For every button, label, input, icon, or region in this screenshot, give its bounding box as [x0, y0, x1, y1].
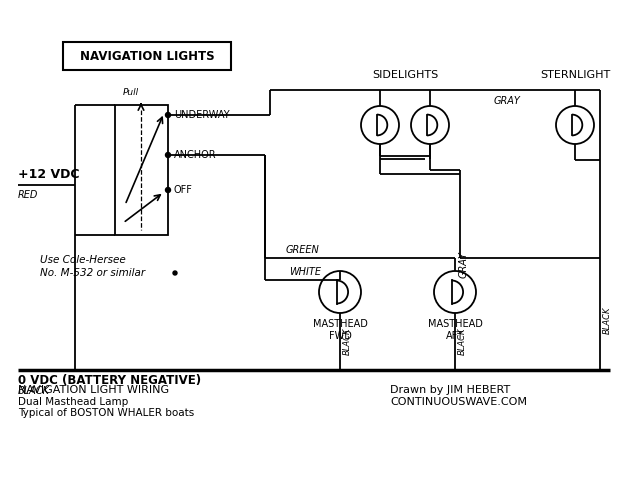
Text: MASTHEAD
AFT: MASTHEAD AFT — [428, 319, 483, 341]
Text: No. M-532 or similar: No. M-532 or similar — [40, 268, 145, 278]
Text: UNDERWAY: UNDERWAY — [174, 110, 230, 120]
Bar — [63, 42, 231, 70]
Text: GREEN: GREEN — [285, 245, 319, 255]
Text: BLACK: BLACK — [343, 328, 352, 355]
Text: BLACK: BLACK — [18, 386, 50, 396]
Text: Dual Masthead Lamp: Dual Masthead Lamp — [18, 397, 128, 407]
Text: MASTHEAD
FWD: MASTHEAD FWD — [312, 319, 367, 341]
Text: RED: RED — [18, 190, 38, 200]
Text: GRAY: GRAY — [459, 251, 469, 278]
Text: BLACK: BLACK — [458, 328, 467, 355]
Text: NAVIGATION LIGHT WIRING: NAVIGATION LIGHT WIRING — [18, 385, 169, 395]
Text: +12 VDC: +12 VDC — [18, 168, 79, 181]
Text: Use Cole-Hersee: Use Cole-Hersee — [40, 255, 125, 265]
Circle shape — [166, 153, 170, 157]
Circle shape — [173, 271, 177, 275]
Text: ANCHOR: ANCHOR — [174, 150, 216, 160]
Text: Drawn by JIM HEBERT: Drawn by JIM HEBERT — [390, 385, 510, 395]
Text: CONTINUOUSWAVE.COM: CONTINUOUSWAVE.COM — [390, 397, 527, 407]
Bar — [115, 105, 168, 235]
Circle shape — [166, 112, 170, 118]
Text: WHITE: WHITE — [289, 267, 321, 277]
Text: 0 VDC (BATTERY NEGATIVE): 0 VDC (BATTERY NEGATIVE) — [18, 374, 201, 387]
Text: NAVIGATION LIGHTS: NAVIGATION LIGHTS — [80, 49, 214, 62]
Text: BLACK: BLACK — [603, 306, 612, 334]
Text: Pull: Pull — [123, 88, 139, 97]
Text: STERNLIGHT: STERNLIGHT — [540, 70, 610, 80]
Text: GRAY: GRAY — [494, 96, 521, 106]
Text: Typical of BOSTON WHALER boats: Typical of BOSTON WHALER boats — [18, 408, 195, 418]
Text: OFF: OFF — [174, 185, 193, 195]
Circle shape — [166, 188, 170, 192]
Text: SIDELIGHTS: SIDELIGHTS — [372, 70, 438, 80]
